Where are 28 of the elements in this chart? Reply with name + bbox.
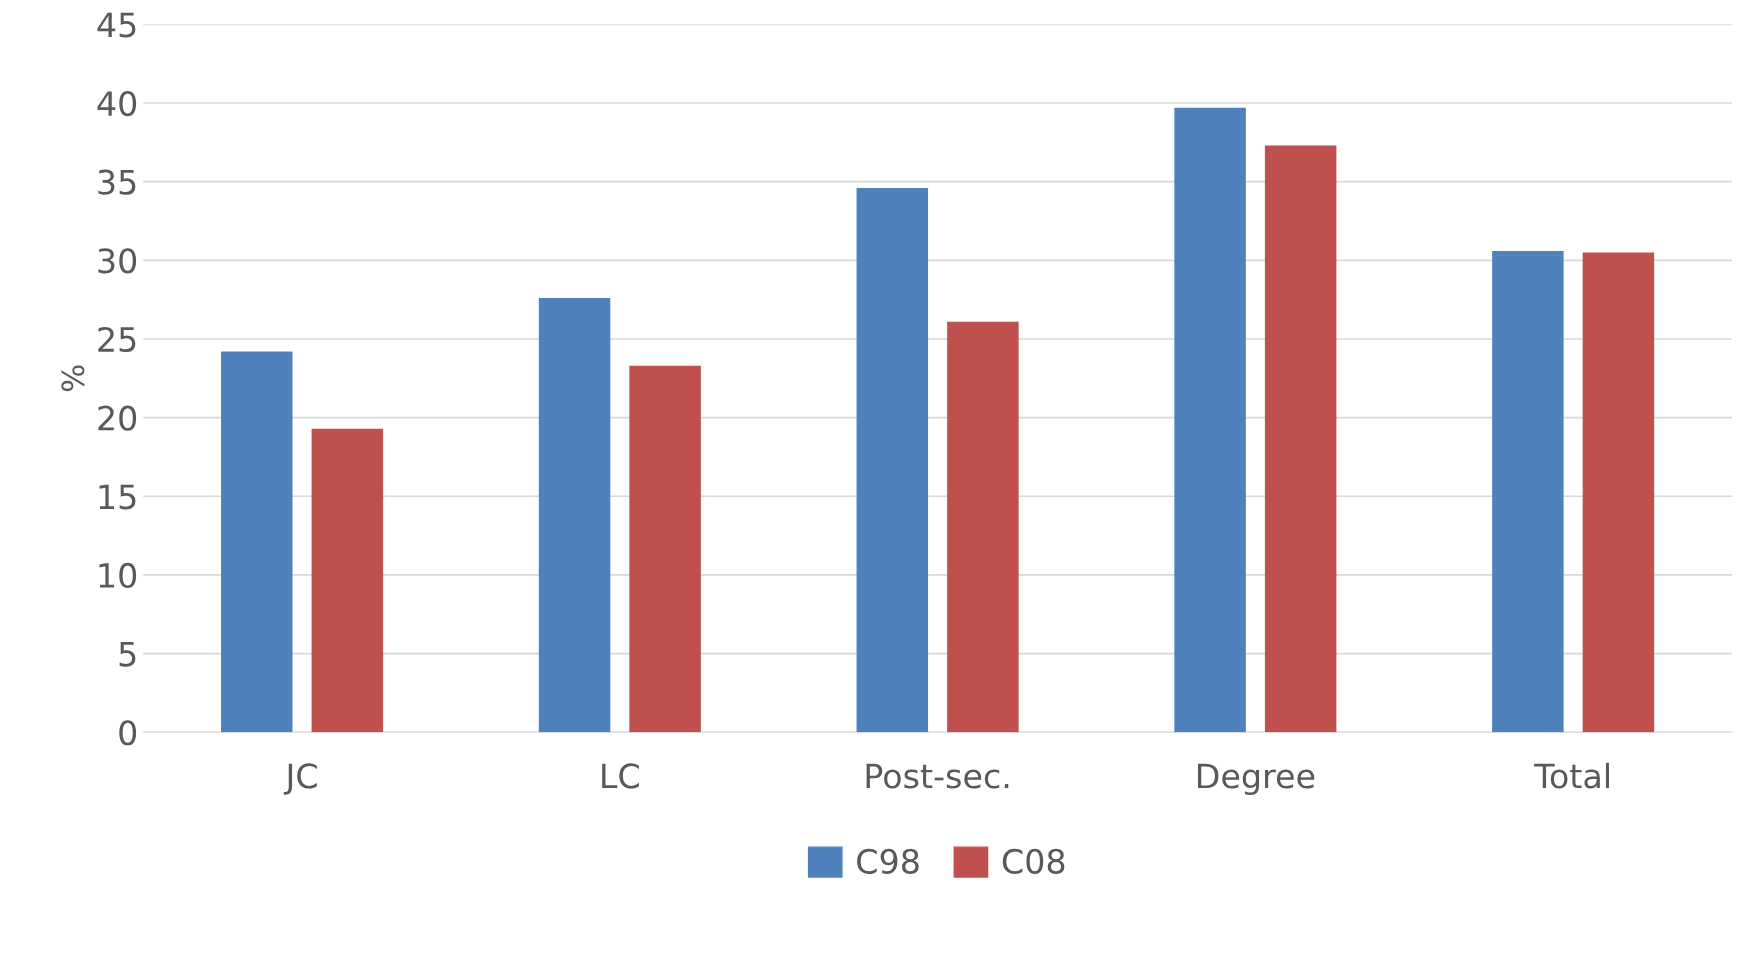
y-tick-label: 35 xyxy=(98,169,136,195)
y-tick-label: 20 xyxy=(98,405,137,431)
x-tick-label: JC xyxy=(283,763,317,795)
y-tick-label: 30 xyxy=(98,248,137,274)
bar xyxy=(1264,145,1337,733)
y-tick-label: 10 xyxy=(99,562,137,589)
legend-label: C08 xyxy=(1002,848,1065,874)
y-tick-label: 25 xyxy=(98,326,136,353)
bar xyxy=(1582,252,1655,733)
y-axis-title: % xyxy=(61,365,85,392)
bar xyxy=(538,298,611,733)
bar xyxy=(856,187,929,733)
x-tick-label: Total xyxy=(1534,762,1609,789)
x-tick-label: Post-sec. xyxy=(866,763,1009,789)
bar xyxy=(947,321,1019,733)
y-tick-label: 45 xyxy=(97,12,136,38)
y-tick-label: 15 xyxy=(99,484,136,510)
legend-label: C98 xyxy=(857,848,919,874)
x-tick-label: LC xyxy=(602,763,639,789)
bar xyxy=(1492,250,1564,733)
y-tick-label: 40 xyxy=(97,90,137,117)
y-tick-label: 0 xyxy=(119,720,137,746)
bar xyxy=(629,365,701,733)
y-tick-label: 5 xyxy=(119,641,136,667)
bar xyxy=(1174,107,1246,733)
x-tick-label: Degree xyxy=(1197,763,1315,796)
bar xyxy=(311,428,384,733)
bar xyxy=(221,351,293,733)
